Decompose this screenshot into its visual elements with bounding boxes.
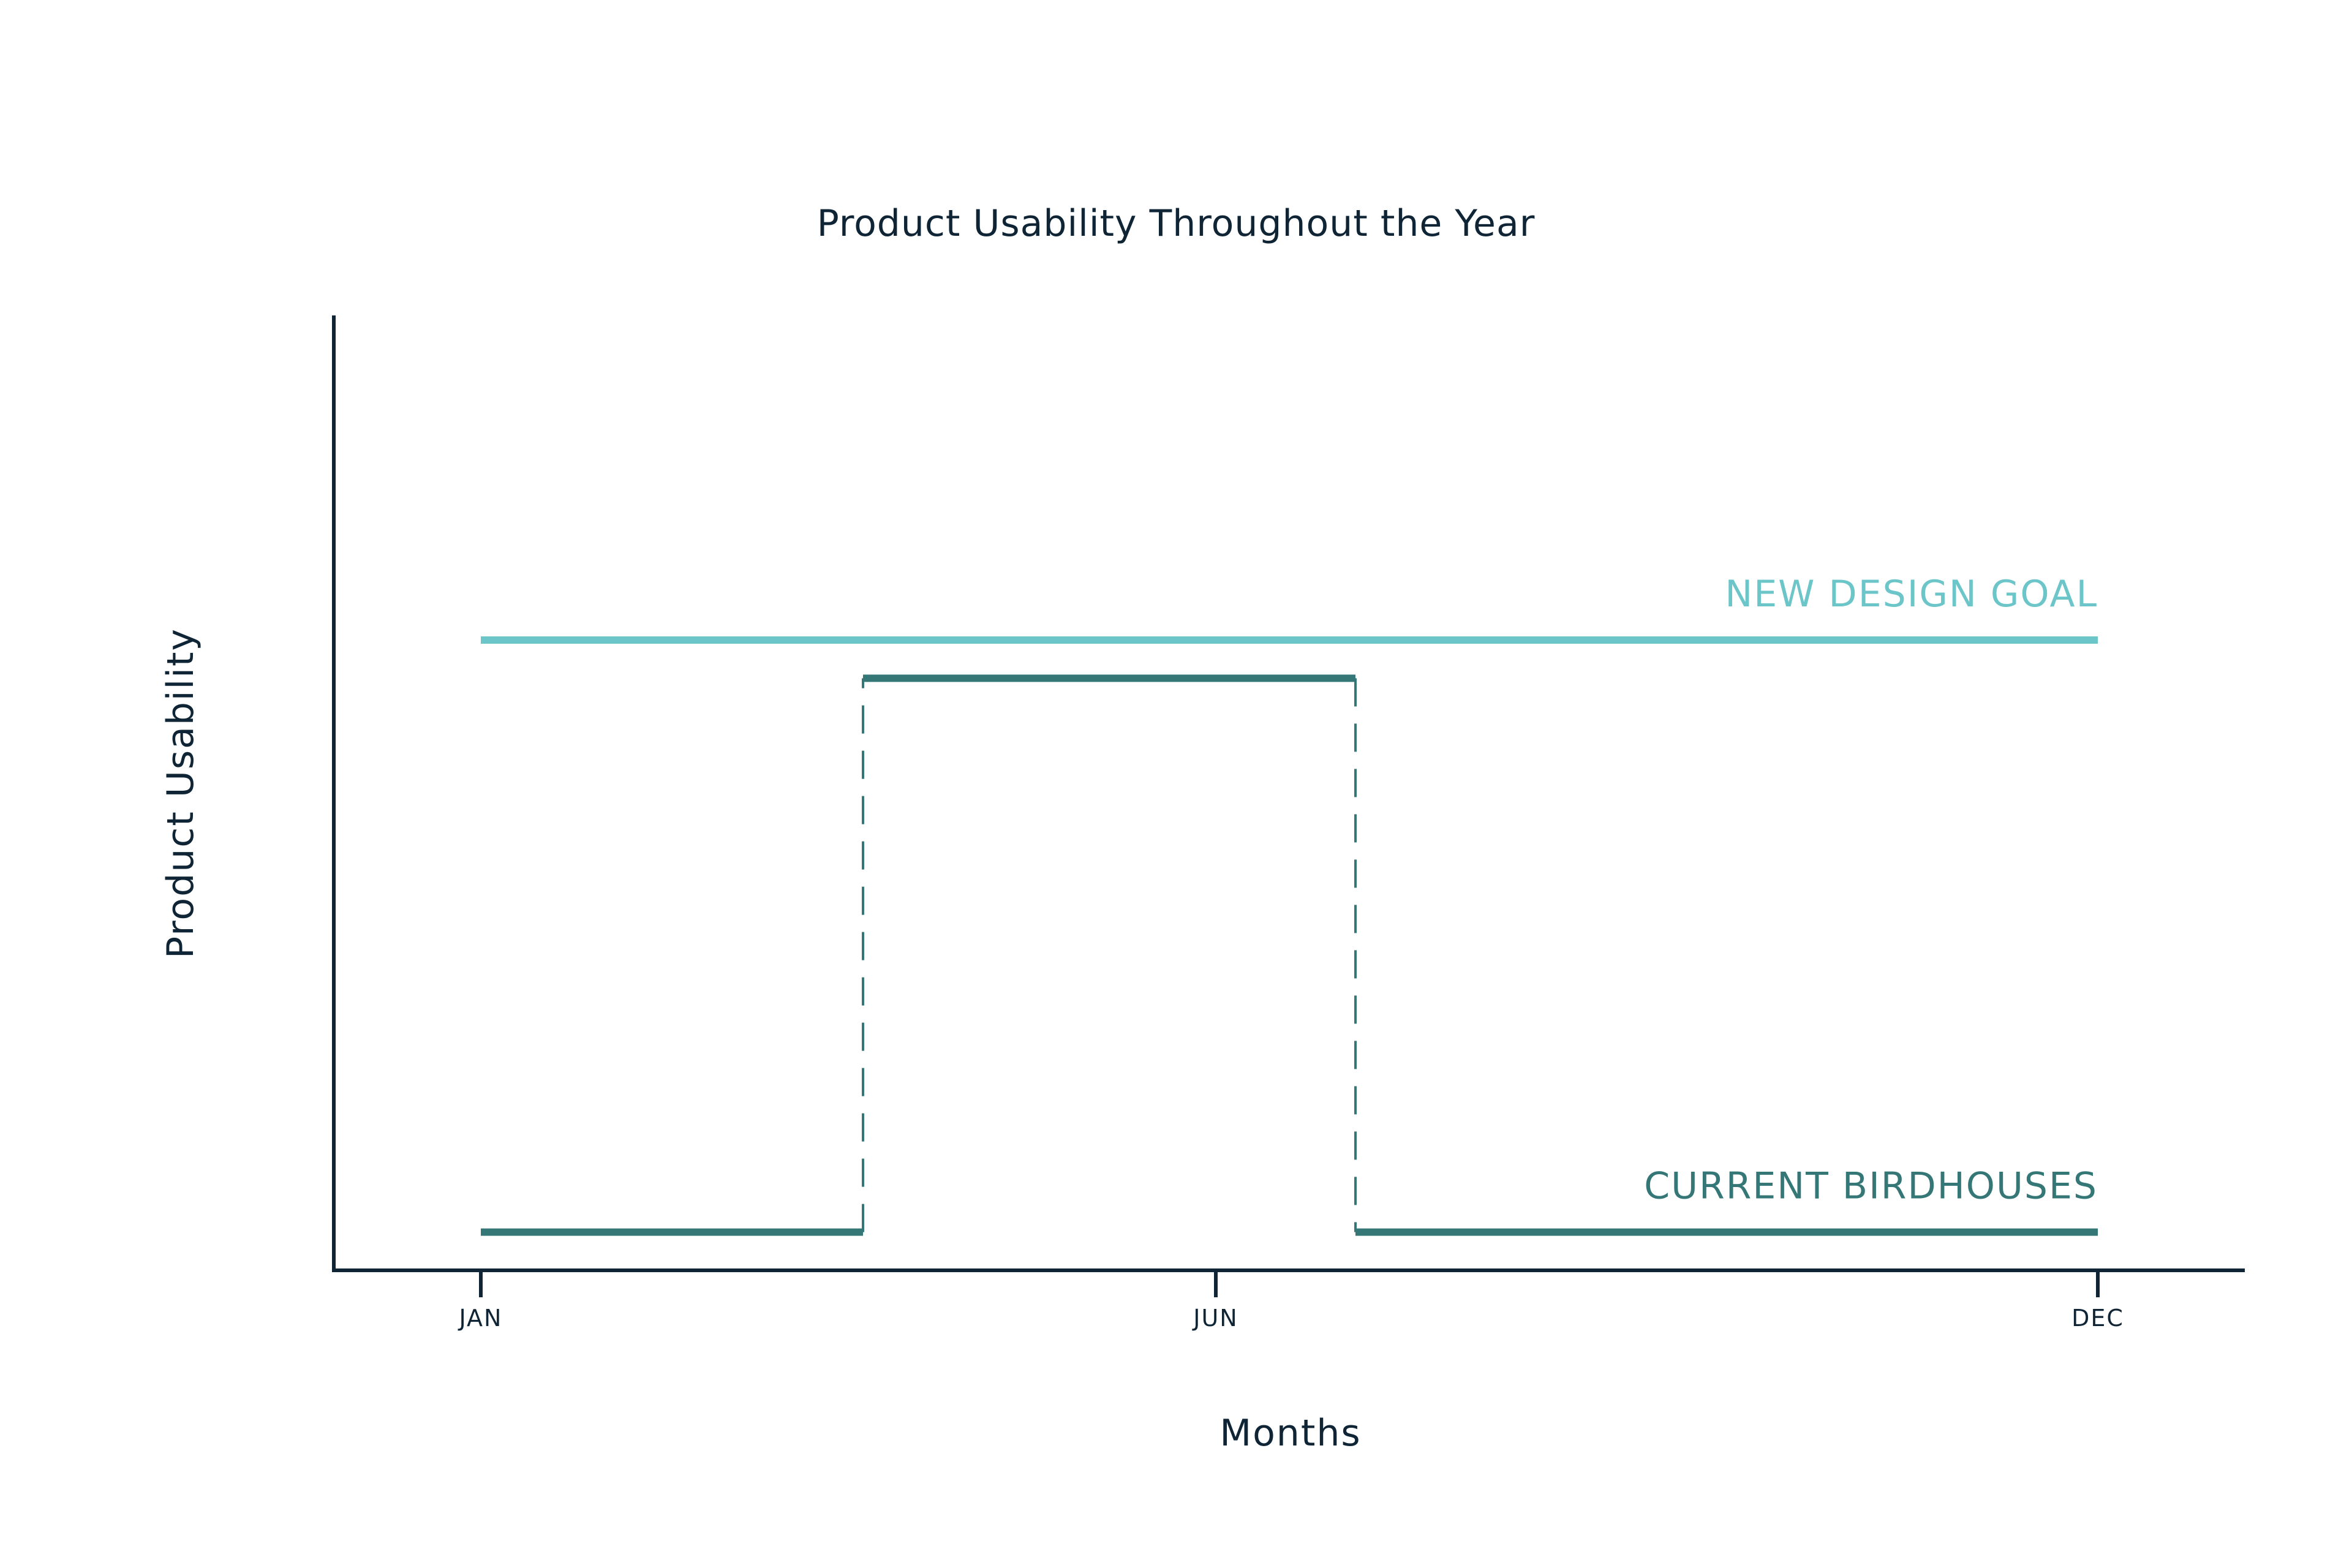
x-tick-label: JAN xyxy=(458,1305,503,1332)
series-new-design-goal: NEW DESIGN GOAL xyxy=(481,573,2098,644)
series-label: NEW DESIGN GOAL xyxy=(1725,573,2098,616)
x-tick-label: DEC xyxy=(2071,1305,2124,1332)
chart-title: Product Usability Throughout the Year xyxy=(817,202,1536,245)
x-tick-label: JUN xyxy=(1192,1305,1238,1332)
series-current-birdhouses: CURRENT BIRDHOUSES xyxy=(481,674,2098,1236)
x-axis-label: Months xyxy=(1219,1412,1361,1455)
y-axis-label: Product Usability xyxy=(159,628,202,959)
series-label: CURRENT BIRDHOUSES xyxy=(1644,1165,2098,1208)
series-layer: NEW DESIGN GOAL CURRENT BIRDHOUSES xyxy=(481,573,2098,1236)
x-axis-ticks: JAN JUN DEC xyxy=(458,1268,2124,1332)
